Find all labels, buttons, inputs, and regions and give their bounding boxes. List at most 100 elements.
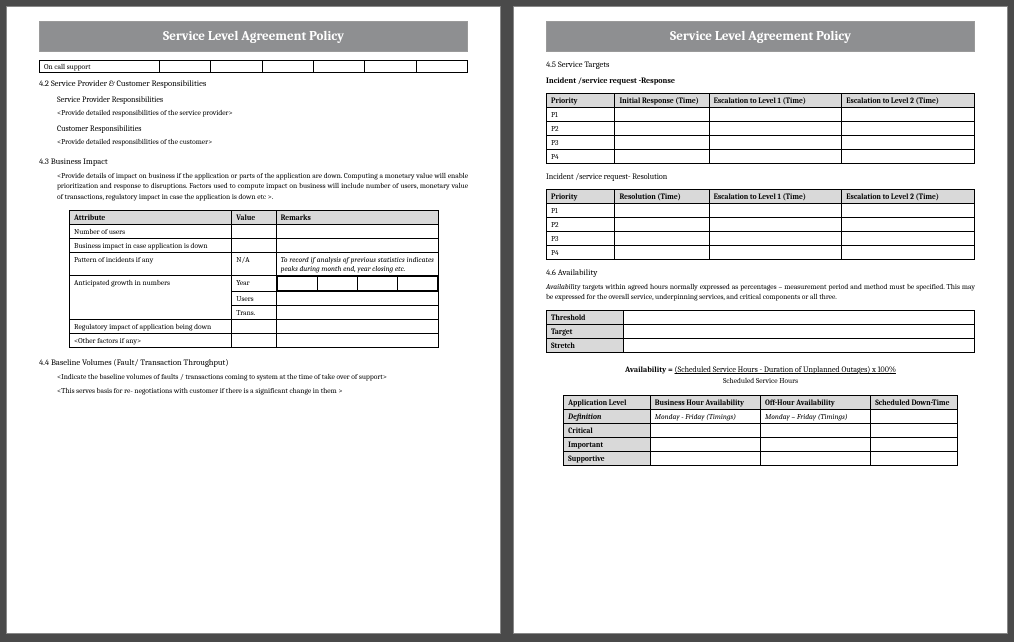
empty-cell — [365, 61, 416, 73]
empty-cell — [842, 150, 975, 164]
empty-cell — [615, 136, 709, 150]
empty-cell — [211, 61, 262, 73]
empty-cell — [615, 108, 709, 122]
section-4-3-title: 4.3 Business Impact — [39, 157, 468, 167]
table-row: Anticipated growth in numbers Year — [70, 275, 439, 291]
empty-cell — [624, 311, 975, 325]
page-title-banner: Service Level Agreement Policy — [546, 21, 975, 52]
attr-cell: Number of users — [70, 224, 232, 238]
rem-cell — [276, 319, 438, 333]
th-initial-response: Initial Response (Time) — [615, 94, 709, 108]
oh-cell — [760, 452, 870, 466]
sp-resp-heading: Service Provider Responsibilities — [57, 95, 468, 104]
empty-cell — [313, 61, 364, 73]
val-cell — [232, 238, 276, 252]
bh-cell — [650, 424, 760, 438]
empty-cell — [615, 218, 709, 232]
empty-cell — [624, 339, 975, 353]
empty-cell — [842, 204, 975, 218]
th-downtime: Scheduled Down-Time — [871, 396, 958, 410]
rem-cell — [276, 291, 438, 305]
target-label: Target — [547, 325, 624, 339]
row-label-supportive: Supportive — [564, 452, 651, 466]
row-label-critical: Critical — [564, 424, 651, 438]
dt-cell — [871, 438, 958, 452]
section-4-4-title: 4.4 Baseline Volumes (Fault/ Transaction… — [39, 358, 468, 368]
empty-cell — [416, 61, 467, 73]
val-cell: N/A — [232, 252, 276, 275]
empty-cell — [615, 150, 709, 164]
table-row: Critical — [564, 424, 958, 438]
priority-cell: P4 — [547, 150, 615, 164]
row-label-definition: Definition — [564, 410, 651, 424]
bh-cell — [650, 452, 760, 466]
dt-cell — [871, 452, 958, 466]
bh-cell — [650, 438, 760, 452]
table-row: Business impact in case application is d… — [70, 238, 439, 252]
table-row: Definition Monday - Friday (Timings) Mon… — [564, 410, 958, 424]
rem-cell — [276, 224, 438, 238]
attr-cell: Pattern of incidents if any — [70, 252, 232, 275]
table-header-row: Application Level Business Hour Availabi… — [564, 396, 958, 410]
rem-cell — [276, 305, 438, 319]
row-label-important: Important — [564, 438, 651, 452]
table-row: Stretch — [547, 339, 975, 353]
table-row: Threshold — [547, 311, 975, 325]
oh-cell: Monday – Friday (Timings) — [760, 410, 870, 424]
attr-cell: <Other factors if any> — [70, 333, 232, 347]
empty-cell — [842, 108, 975, 122]
priority-cell: P2 — [547, 122, 615, 136]
empty-cell — [615, 246, 709, 260]
application-level-table: Application Level Business Hour Availabi… — [563, 395, 958, 466]
table-row: P2 — [547, 122, 975, 136]
cust-resp-detail: <Provide detailed responsibilities of th… — [57, 137, 468, 147]
section-4-4-p1: <Indicate the baseline volumes of faults… — [57, 372, 468, 382]
response-label: Incident /service request -Response — [546, 76, 975, 85]
empty-cell — [842, 136, 975, 150]
empty-cell — [262, 61, 313, 73]
empty-cell — [709, 108, 842, 122]
empty-cell — [842, 218, 975, 232]
table-header-row: Priority Resolution (Time) Escalation to… — [547, 190, 975, 204]
attr-cell: Anticipated growth in numbers — [70, 275, 232, 319]
empty-cell — [709, 246, 842, 260]
val-cell: Trans. — [232, 305, 276, 319]
page-left: Service Level Agreement Policy On call s… — [6, 6, 501, 634]
attr-cell: Business impact in case application is d… — [70, 238, 232, 252]
empty-cell — [709, 122, 842, 136]
th-bh-avail: Business Hour Availability — [650, 396, 760, 410]
empty-cell — [159, 61, 210, 73]
th-escalation-l2: Escalation to Level 2 (Time) — [842, 94, 975, 108]
resolution-table: Priority Resolution (Time) Escalation to… — [546, 189, 975, 260]
oh-cell — [760, 438, 870, 452]
th-escalation-l2: Escalation to Level 2 (Time) — [842, 190, 975, 204]
support-mini-table: On call support — [39, 60, 468, 73]
rem-cell — [276, 238, 438, 252]
section-4-5-title: 4.5 Service Targets — [546, 60, 975, 70]
priority-cell: P3 — [547, 136, 615, 150]
response-table: Priority Initial Response (Time) Escalat… — [546, 93, 975, 164]
empty-cell — [709, 204, 842, 218]
th-app-level: Application Level — [564, 396, 651, 410]
th-priority: Priority — [547, 190, 615, 204]
rem-cell: To record if analysis of previous statis… — [276, 252, 438, 275]
stretch-label: Stretch — [547, 339, 624, 353]
empty-cell — [615, 232, 709, 246]
table-row: Number of users — [70, 224, 439, 238]
table-header-row: Attribute Value Remarks — [70, 210, 439, 224]
section-4-4-p2: <This serves basis for re- negotiations … — [57, 386, 468, 396]
table-row: P4 — [547, 246, 975, 260]
table-row: On call support — [40, 61, 468, 73]
table-row: <Other factors if any> — [70, 333, 439, 347]
sp-resp-detail: <Provide detailed responsibilities of th… — [57, 108, 468, 118]
rem-cell — [276, 333, 438, 347]
table-row: Important — [564, 438, 958, 452]
empty-cell — [709, 232, 842, 246]
dt-cell — [871, 410, 958, 424]
page-right: Service Level Agreement Policy 4.5 Servi… — [513, 6, 1008, 634]
th-remarks: Remarks — [276, 210, 438, 224]
priority-cell: P2 — [547, 218, 615, 232]
threshold-label: Threshold — [547, 311, 624, 325]
formula-numerator: (Scheduled Service Hours - Duration of U… — [675, 365, 896, 374]
attribute-table: Attribute Value Remarks Number of users … — [69, 210, 439, 348]
